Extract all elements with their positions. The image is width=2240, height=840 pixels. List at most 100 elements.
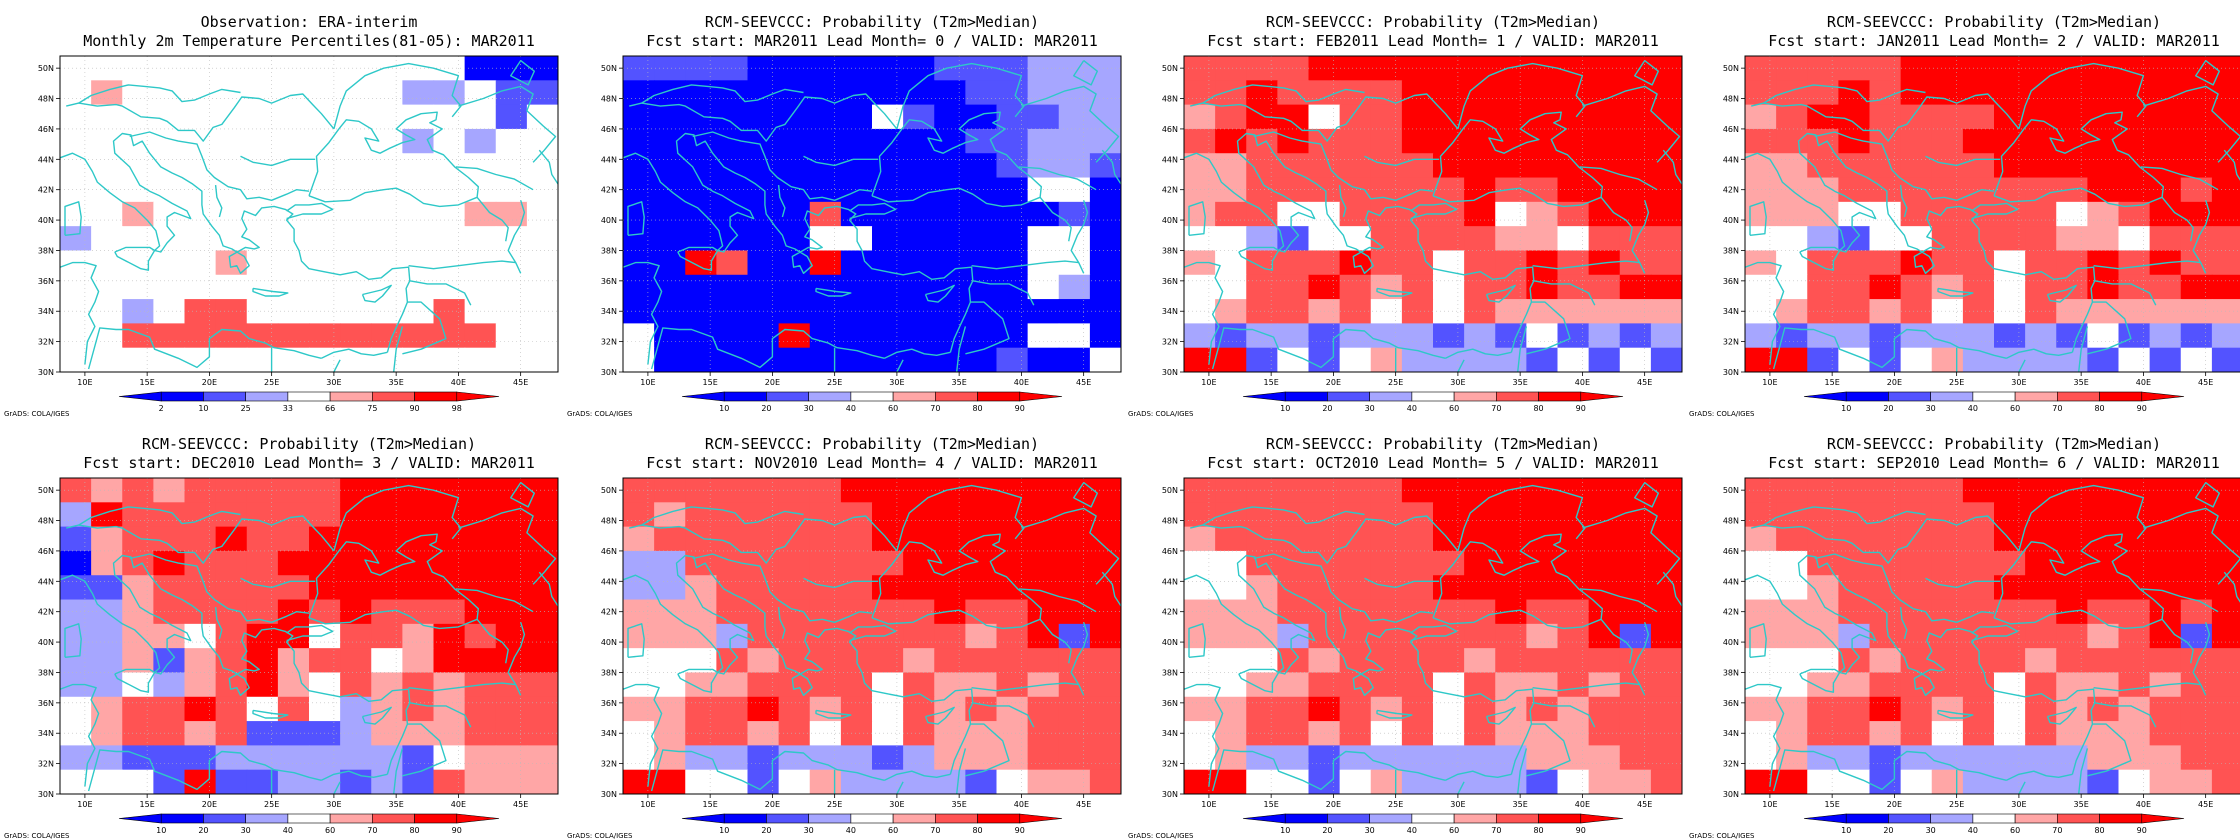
lon-tick-label: 20E (1326, 800, 1341, 809)
grid-cell (1994, 226, 2026, 252)
grid-cell (526, 623, 558, 649)
grid-cell (1588, 696, 1621, 722)
grid-cell (1931, 323, 1964, 349)
grid-cell (184, 250, 217, 276)
grid-cell (1807, 128, 1839, 154)
grid-cell (2118, 721, 2151, 746)
grid-cell (464, 478, 497, 503)
grid-cell (2025, 201, 2057, 227)
grid-cell (1401, 128, 1434, 154)
grid-cell (1058, 672, 1091, 698)
grid-cell (654, 56, 686, 81)
lat-tick-label: 44N (1723, 577, 1739, 586)
lat-tick-label: 36N (1723, 699, 1739, 708)
grid-cell (1776, 769, 1808, 794)
coastline (1517, 326, 1528, 372)
colorbar-label: 20 (198, 826, 208, 835)
lat-tick-label: 42N (1723, 186, 1739, 195)
grid-cell (184, 226, 217, 252)
grid-cell (2025, 599, 2057, 625)
grid-cell (716, 721, 749, 746)
grid-cell (1807, 575, 1839, 601)
grid-cell (1838, 769, 1871, 794)
lon-tick-label: 10E (77, 800, 92, 809)
grid-cell (1588, 478, 1621, 503)
grid-cell (2025, 648, 2057, 674)
grid-cell (1027, 153, 1060, 179)
grid-cell (184, 478, 217, 503)
grid-cell (1215, 672, 1247, 698)
grid-cell (1058, 56, 1091, 81)
grid-cell (1994, 745, 2026, 771)
grid-cell (402, 153, 435, 179)
grid-cell (340, 575, 372, 601)
grid-cell (965, 80, 998, 106)
colorbar-segment (2141, 813, 2185, 824)
grid-cell (122, 347, 154, 372)
grid-cell (903, 575, 935, 601)
grid-cell (371, 623, 403, 649)
grid-cell (1246, 721, 1278, 746)
lon-tick-label: 15E (1825, 800, 1840, 809)
grid-cell (277, 323, 310, 349)
grid-cell (2118, 104, 2151, 130)
colorbar-segment (766, 391, 809, 402)
coastline (1376, 709, 1413, 719)
colorbar-label: 90 (1576, 404, 1586, 413)
grid-cell (1370, 104, 1403, 130)
grid-cell (60, 575, 92, 601)
grid-cell (1838, 478, 1871, 503)
grid-cell (2211, 672, 2240, 698)
coastline (1445, 348, 1512, 359)
grid-cell (685, 347, 717, 372)
colorbar-label: 70 (2052, 404, 2062, 413)
lat-tick-label: 30N (38, 368, 54, 377)
grid-cell (184, 201, 217, 227)
grid-cell (1370, 153, 1403, 179)
grid-cell (1339, 347, 1372, 372)
panel-title: RCM-SEEVCCC: Probability (T2m>Median) (705, 13, 1039, 31)
colorbar-segment (1972, 813, 2016, 824)
coastline (1532, 682, 1640, 692)
colorbar-label: 70 (367, 826, 377, 835)
grid-cell (2087, 250, 2120, 276)
grid-cell (1089, 648, 1121, 674)
grid-cell (1058, 478, 1091, 503)
grid-cell (1058, 347, 1091, 372)
coastline (402, 301, 447, 355)
grid-cell (1838, 526, 1871, 552)
grid-cell (965, 104, 998, 130)
grid-cell (122, 745, 154, 771)
colorbar-label: 10 (1841, 826, 1851, 835)
grid-cell (495, 599, 528, 625)
grid-cell (309, 478, 341, 503)
grid-cell (433, 56, 466, 81)
grid-cell (1215, 526, 1247, 552)
panel-subtitle: Fcst start: DEC2010 Lead Month= 3 / VALI… (83, 454, 535, 472)
grid-cell (903, 648, 935, 674)
lat-tick-label: 38N (38, 668, 54, 677)
lon-tick-label: 40E (1575, 378, 1590, 387)
coastline (455, 588, 534, 613)
colorbar-label: 20 (1883, 826, 1893, 835)
grid-cell (2180, 80, 2213, 106)
grid-cell (1433, 323, 1465, 349)
grid-cell (716, 526, 749, 552)
grid-cell (654, 128, 686, 154)
colorbar-label: 80 (1533, 826, 1543, 835)
grid-cell (2211, 250, 2240, 276)
grid-cell (1557, 769, 1590, 794)
grid-cell (934, 201, 966, 227)
grid-cell (1900, 769, 1933, 794)
grid-cell (1745, 599, 1777, 625)
grid-cell (1526, 672, 1559, 698)
grid-cell (1776, 299, 1808, 324)
grid-cell (1650, 769, 1682, 794)
coastline (1253, 553, 1434, 623)
map-panel: RCM-SEEVCCC: Probability (T2m>Median)Fcs… (1689, 435, 2240, 840)
grid-cell (1401, 502, 1434, 528)
lat-tick-label: 40N (1162, 638, 1178, 647)
grid-cell (1370, 769, 1403, 794)
coastline (129, 131, 310, 202)
colorbar-label: 10 (719, 826, 729, 835)
